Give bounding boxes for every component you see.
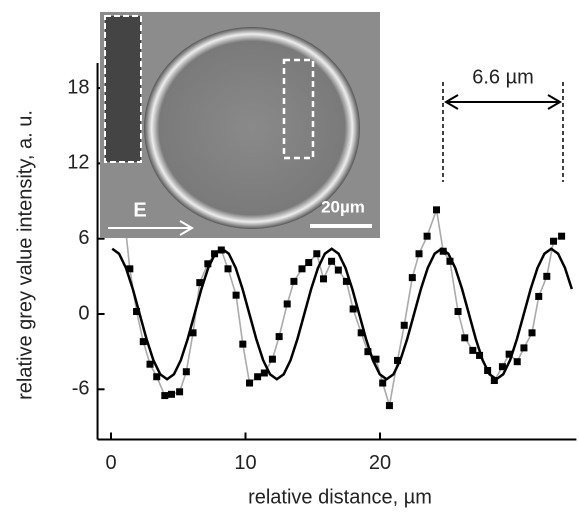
- data-point: [558, 232, 566, 240]
- data-point: [490, 377, 498, 385]
- data-point: [283, 300, 291, 308]
- data-point: [268, 355, 276, 363]
- data-point: [161, 392, 169, 400]
- data-point: [535, 292, 543, 300]
- x-axis-label: relative distance, µm: [248, 486, 432, 508]
- data-point: [239, 340, 247, 348]
- roi-box: [282, 58, 315, 160]
- data-point: [290, 277, 298, 285]
- data-point: [342, 277, 350, 285]
- data-point: [461, 334, 469, 342]
- data-point: [275, 333, 283, 341]
- data-point: [372, 355, 380, 363]
- data-point: [446, 257, 454, 265]
- data-point: [126, 265, 134, 273]
- plot-area: -6 0 6 12 18 0 10 20: [67, 63, 577, 474]
- data-point: [528, 329, 536, 337]
- data-point: [153, 373, 161, 381]
- period-label: 6.6 µm: [472, 66, 534, 88]
- data-point: [328, 257, 336, 265]
- data-point: [415, 250, 423, 258]
- data-point: [349, 305, 357, 313]
- data-point: [182, 368, 190, 376]
- data-point: [520, 344, 528, 352]
- scale-label: 20µm: [321, 197, 365, 216]
- data-point: [423, 232, 431, 240]
- data-point: [400, 321, 408, 329]
- data-point: [379, 379, 387, 387]
- data-point: [189, 329, 197, 337]
- data-point: [305, 259, 313, 267]
- y-tick-label: -6: [72, 378, 90, 400]
- data-point: [133, 307, 141, 315]
- series-line: [111, 247, 574, 381]
- data-point: [433, 206, 441, 214]
- field-arrowhead: [179, 220, 194, 236]
- data-point: [298, 265, 306, 273]
- y-axis-label: relative grey value intensity, a. u.: [14, 110, 36, 400]
- data-point: [232, 291, 240, 299]
- data-point: [357, 329, 365, 337]
- period-annotation: 6.6 µm: [442, 66, 564, 182]
- data-point: [168, 390, 176, 398]
- x-tick-label: 10: [234, 452, 256, 474]
- data-point: [476, 351, 484, 359]
- data-point: [204, 260, 212, 268]
- data-point: [505, 350, 513, 358]
- y-tick-label: 6: [78, 227, 89, 249]
- data-point: [334, 266, 342, 274]
- field-label: E: [133, 199, 146, 221]
- data-point: [196, 279, 204, 287]
- data-point: [246, 379, 254, 387]
- series-line: [123, 209, 563, 406]
- data-point: [364, 348, 372, 356]
- data-point: [260, 369, 268, 377]
- x-tick-label: 20: [369, 452, 391, 474]
- data-point: [543, 272, 551, 280]
- data-point: [550, 237, 558, 245]
- data-point: [385, 402, 393, 410]
- data-point: [408, 274, 416, 282]
- data-point: [313, 250, 321, 258]
- y-tick-label: 18: [67, 76, 89, 98]
- data-point: [254, 373, 262, 381]
- inset-micrograph: E 20µm: [100, 12, 380, 238]
- inset-strip: [104, 15, 142, 163]
- data-point: [469, 346, 477, 354]
- data-point: [394, 356, 402, 364]
- y-tick-label: 0: [78, 302, 89, 324]
- period-arrowheads: [444, 94, 562, 110]
- data-point: [176, 388, 184, 396]
- data-point: [320, 275, 328, 283]
- data-point: [139, 338, 147, 346]
- data-point: [454, 307, 462, 315]
- data-point: [513, 358, 521, 366]
- x-tick-label: 0: [105, 452, 116, 474]
- y-tick-label: 12: [67, 152, 89, 174]
- data-point: [224, 265, 232, 273]
- cell: [144, 27, 360, 229]
- data-point: [146, 360, 154, 368]
- data-point: [498, 363, 506, 371]
